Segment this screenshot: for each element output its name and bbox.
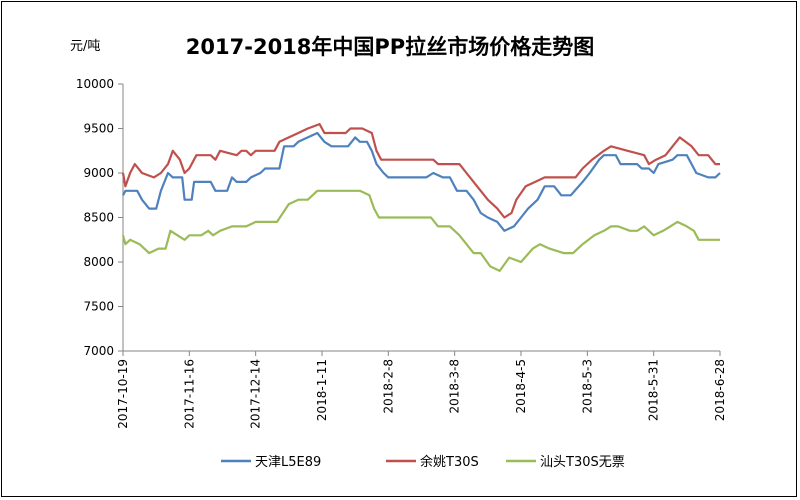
y-unit-label: 元/吨: [70, 39, 100, 54]
legend-label-2: 余姚T30S: [420, 454, 479, 470]
x-tick-label: 2017-11-16: [182, 359, 196, 429]
x-tick-label: 2018-3-8: [448, 359, 462, 413]
x-tick-label: 2018-6-28: [713, 359, 727, 421]
axes: 7000 7500 8000 8500 9000 9500 10000 2017-10-19 2…: [76, 77, 727, 429]
series-line-3: [121, 189, 720, 272]
x-tick-label: 2018-1-11: [315, 359, 329, 421]
x-tick-label: 2017-10-19: [116, 359, 130, 429]
x-tick-label: 2018-5-3: [580, 359, 594, 413]
series-line-1: [122, 131, 721, 232]
y-tick-label: 10000: [76, 77, 114, 91]
legend: 天津L5E89 余姚T30S 汕头T30S无票: [221, 454, 625, 470]
series-line-2: [121, 122, 720, 219]
x-tick-label: 2018-4-5: [514, 359, 528, 413]
legend-label-1: 天津L5E89: [255, 455, 321, 470]
y-tick-label: 8500: [83, 211, 114, 225]
y-tick-label: 7000: [83, 344, 114, 358]
chart-title: 2017-2018年中国PP拉丝市场价格走势图: [186, 35, 594, 59]
x-tick-label: 2017-12-14: [249, 359, 263, 429]
y-tick-label: 9500: [83, 122, 114, 136]
y-tick-label: 7500: [83, 300, 114, 314]
series-layer: [121, 122, 721, 272]
y-tick-label: 8000: [83, 255, 114, 269]
x-tick-label: 2018-2-8: [381, 359, 395, 413]
legend-label-3: 汕头T30S无票: [540, 455, 625, 470]
y-tick-label: 9000: [83, 166, 114, 180]
x-tick-label: 2018-5-31: [647, 359, 661, 421]
